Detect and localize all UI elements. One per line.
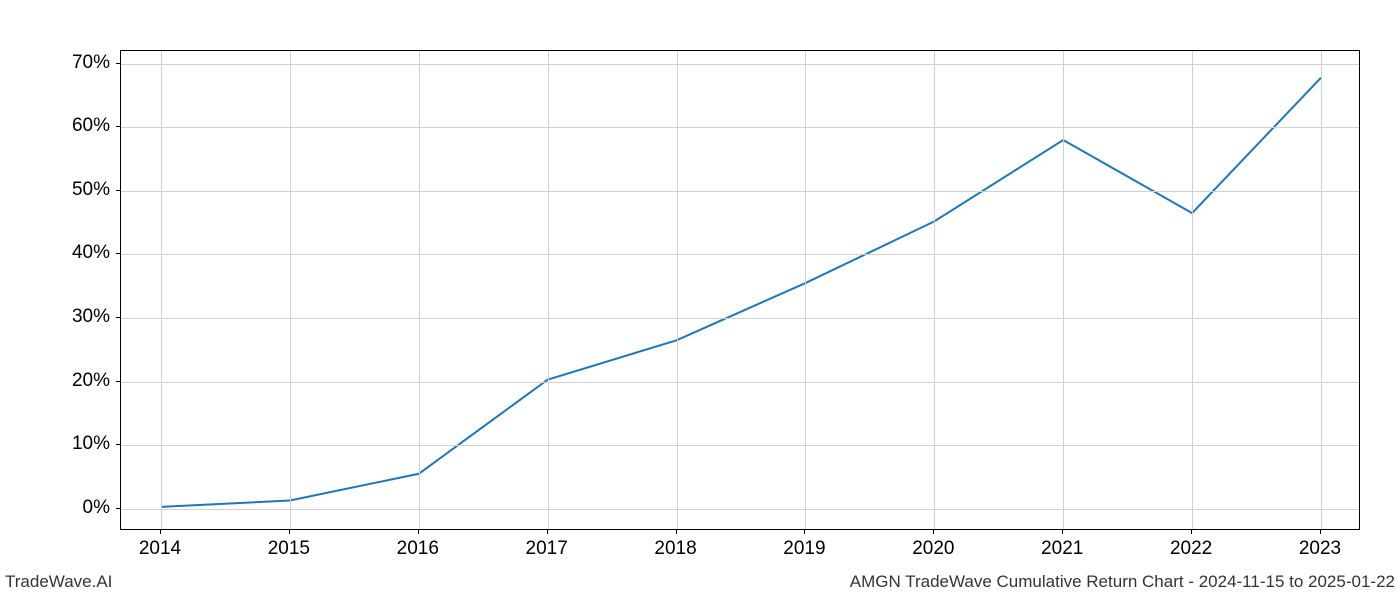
x-tick-mark bbox=[676, 530, 677, 534]
grid-line-horizontal bbox=[121, 64, 1359, 65]
grid-line-horizontal bbox=[121, 318, 1359, 319]
x-tick-mark bbox=[804, 530, 805, 534]
grid-line-vertical bbox=[1192, 51, 1193, 529]
y-tick-mark bbox=[116, 381, 120, 382]
x-axis-tick-label: 2023 bbox=[1299, 538, 1341, 560]
y-tick-mark bbox=[116, 126, 120, 127]
x-axis-tick-label: 2014 bbox=[139, 538, 181, 560]
x-axis-tick-label: 2018 bbox=[654, 538, 696, 560]
x-axis-tick-label: 2021 bbox=[1041, 538, 1083, 560]
grid-line-vertical bbox=[1063, 51, 1064, 529]
x-axis-tick-label: 2016 bbox=[397, 538, 439, 560]
grid-line-horizontal bbox=[121, 191, 1359, 192]
x-axis-tick-label: 2015 bbox=[268, 538, 310, 560]
x-tick-mark bbox=[1320, 530, 1321, 534]
plot-area bbox=[120, 50, 1360, 530]
grid-line-vertical bbox=[805, 51, 806, 529]
y-axis-tick-label: 50% bbox=[72, 179, 110, 201]
x-tick-mark bbox=[1191, 530, 1192, 534]
footer-caption: AMGN TradeWave Cumulative Return Chart -… bbox=[850, 572, 1395, 592]
y-tick-mark bbox=[116, 317, 120, 318]
x-axis-tick-label: 2019 bbox=[783, 538, 825, 560]
x-tick-mark bbox=[418, 530, 419, 534]
y-axis-tick-label: 30% bbox=[72, 306, 110, 328]
grid-line-horizontal bbox=[121, 254, 1359, 255]
grid-line-vertical bbox=[161, 51, 162, 529]
grid-line-horizontal bbox=[121, 382, 1359, 383]
y-axis-tick-label: 0% bbox=[83, 497, 110, 519]
y-tick-mark bbox=[116, 190, 120, 191]
y-tick-mark bbox=[116, 508, 120, 509]
x-tick-mark bbox=[933, 530, 934, 534]
x-axis-tick-label: 2020 bbox=[912, 538, 954, 560]
y-axis-tick-label: 20% bbox=[72, 370, 110, 392]
line-chart-svg bbox=[121, 51, 1359, 529]
chart-container: TradeWave.AI AMGN TradeWave Cumulative R… bbox=[0, 0, 1400, 600]
footer-brand: TradeWave.AI bbox=[5, 572, 112, 592]
grid-line-vertical bbox=[677, 51, 678, 529]
grid-line-horizontal bbox=[121, 509, 1359, 510]
grid-line-vertical bbox=[548, 51, 549, 529]
y-axis-tick-label: 10% bbox=[72, 433, 110, 455]
grid-line-vertical bbox=[419, 51, 420, 529]
x-tick-mark bbox=[1062, 530, 1063, 534]
x-tick-mark bbox=[547, 530, 548, 534]
x-axis-tick-label: 2022 bbox=[1170, 538, 1212, 560]
grid-line-horizontal bbox=[121, 445, 1359, 446]
x-tick-mark bbox=[160, 530, 161, 534]
y-axis-tick-label: 70% bbox=[72, 52, 110, 74]
x-tick-mark bbox=[289, 530, 290, 534]
y-axis-tick-label: 60% bbox=[72, 115, 110, 137]
grid-line-horizontal bbox=[121, 127, 1359, 128]
x-axis-tick-label: 2017 bbox=[526, 538, 568, 560]
grid-line-vertical bbox=[1321, 51, 1322, 529]
y-tick-mark bbox=[116, 444, 120, 445]
y-axis-tick-label: 40% bbox=[72, 242, 110, 264]
y-tick-mark bbox=[116, 63, 120, 64]
grid-line-vertical bbox=[934, 51, 935, 529]
y-tick-mark bbox=[116, 253, 120, 254]
grid-line-vertical bbox=[290, 51, 291, 529]
